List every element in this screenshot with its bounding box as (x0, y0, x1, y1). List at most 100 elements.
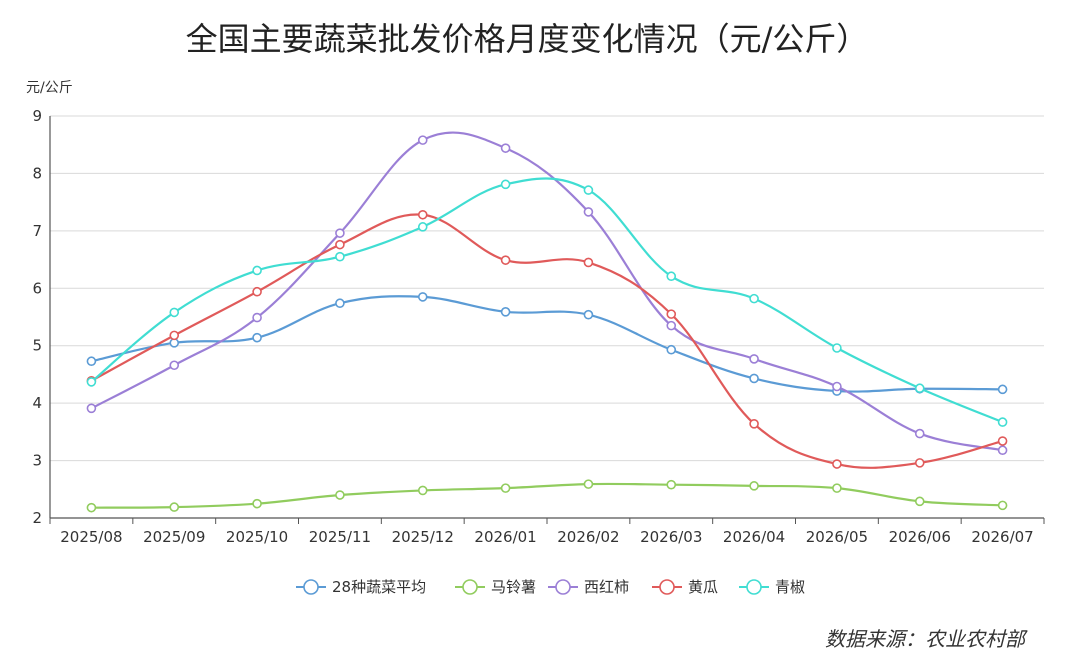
series-line (90, 131, 1003, 452)
series-line (91, 482, 1003, 509)
data-point[interactable] (832, 483, 842, 493)
data-point[interactable] (749, 373, 759, 384)
x-tick-label: 2025/12 (392, 528, 454, 546)
x-tick-label: 2026/02 (557, 528, 619, 546)
data-point[interactable] (666, 271, 677, 282)
data-point[interactable] (749, 419, 759, 429)
data-point[interactable] (997, 417, 1008, 427)
legend-label: 青椒 (775, 578, 805, 596)
data-point[interactable] (252, 312, 262, 323)
x-tick-label: 2026/07 (971, 528, 1033, 546)
y-tick-label: 7 (32, 222, 42, 240)
data-point[interactable] (914, 458, 925, 468)
data-point[interactable] (252, 498, 262, 509)
data-point[interactable] (417, 135, 428, 145)
y-tick-label: 9 (32, 107, 42, 125)
data-point[interactable] (997, 384, 1008, 395)
data-point[interactable] (417, 209, 428, 220)
data-point[interactable] (417, 222, 428, 232)
data-point[interactable] (666, 320, 677, 331)
data-point[interactable] (914, 383, 925, 394)
data-point[interactable] (500, 255, 511, 265)
data-point[interactable] (583, 257, 594, 268)
legend-label: 马铃薯 (491, 578, 536, 596)
series-line (91, 295, 1003, 393)
data-point[interactable] (252, 286, 262, 297)
data-point[interactable] (500, 143, 511, 153)
data-point[interactable] (997, 436, 1008, 446)
series-lines (86, 131, 1008, 513)
data-point[interactable] (583, 309, 594, 320)
legend-marker (303, 579, 319, 595)
data-point[interactable] (583, 207, 594, 217)
data-point[interactable] (997, 500, 1008, 511)
data-point[interactable] (86, 403, 97, 414)
legend-marker (555, 579, 571, 595)
x-tick-label: 2025/11 (309, 528, 371, 546)
series-3 (86, 209, 1008, 469)
legend-item[interactable]: 西红柿 (548, 578, 629, 596)
y-tick-label: 8 (32, 164, 42, 182)
x-tick-label: 2026/01 (474, 528, 536, 546)
legend-item[interactable]: 马铃薯 (455, 578, 536, 596)
data-point[interactable] (500, 483, 511, 493)
legend-item[interactable]: 青椒 (739, 578, 805, 596)
data-point[interactable] (169, 330, 180, 341)
x-tick-label: 2025/08 (60, 528, 122, 546)
data-point[interactable] (252, 332, 262, 343)
y-tick-label: 4 (32, 394, 42, 412)
x-tick-label: 2026/04 (723, 528, 785, 546)
data-point[interactable] (749, 481, 759, 491)
data-point[interactable] (666, 344, 677, 355)
legend-label: 黄瓜 (688, 578, 718, 596)
x-tick-label: 2025/09 (143, 528, 205, 546)
data-point[interactable] (583, 185, 594, 195)
data-point[interactable] (335, 251, 345, 262)
data-point[interactable] (914, 428, 925, 439)
data-point[interactable] (169, 360, 180, 371)
data-point[interactable] (500, 307, 511, 317)
y-tick-label: 3 (32, 452, 42, 470)
data-point[interactable] (335, 228, 345, 238)
data-point[interactable] (749, 354, 759, 364)
y-tick-label: 2 (32, 509, 42, 527)
data-point[interactable] (335, 239, 345, 250)
data-point[interactable] (997, 445, 1008, 456)
data-point[interactable] (335, 490, 345, 500)
data-point[interactable] (666, 479, 677, 490)
data-point[interactable] (86, 502, 97, 513)
y-axis-ticks: 2 3 4 5 6 7 8 9 (32, 107, 42, 527)
chart-title: 全国主要蔬菜批发价格月度变化情况（元/公斤） (186, 20, 869, 58)
legend-label: 西红柿 (584, 578, 629, 596)
data-point[interactable] (417, 292, 428, 302)
data-point[interactable] (86, 356, 97, 367)
data-point[interactable] (500, 179, 511, 190)
x-tick-label: 2025/10 (226, 528, 288, 546)
data-point[interactable] (169, 502, 180, 512)
data-point[interactable] (749, 293, 759, 304)
data-point[interactable] (169, 307, 180, 318)
x-tick-label: 2026/05 (806, 528, 868, 546)
y-tick-label: 6 (32, 279, 42, 297)
y-tick-label: 5 (32, 337, 42, 355)
data-point[interactable] (86, 377, 97, 387)
data-point[interactable] (832, 459, 842, 469)
data-point[interactable] (335, 298, 345, 309)
legend-item[interactable]: 28种蔬菜平均 (296, 578, 426, 596)
legend-item[interactable]: 黄瓜 (652, 578, 718, 596)
x-tick-label: 2026/03 (640, 528, 702, 546)
data-point[interactable] (417, 485, 428, 496)
y-axis-label: 元/公斤 (26, 80, 73, 96)
data-point[interactable] (252, 265, 262, 276)
legend[interactable]: 28种蔬菜平均 马铃薯 西红柿 黄瓜 青椒 (296, 578, 805, 596)
series-line (90, 177, 1003, 424)
data-point[interactable] (914, 496, 925, 507)
data-point[interactable] (832, 343, 842, 353)
x-axis: 2025/08 2025/09 2025/10 2025/11 2025/12 2026/… (49, 116, 1045, 546)
data-point[interactable] (583, 479, 594, 489)
data-point[interactable] (832, 381, 842, 392)
series-4 (86, 177, 1008, 427)
data-point[interactable] (666, 309, 677, 319)
legend-label: 28种蔬菜平均 (332, 578, 426, 596)
